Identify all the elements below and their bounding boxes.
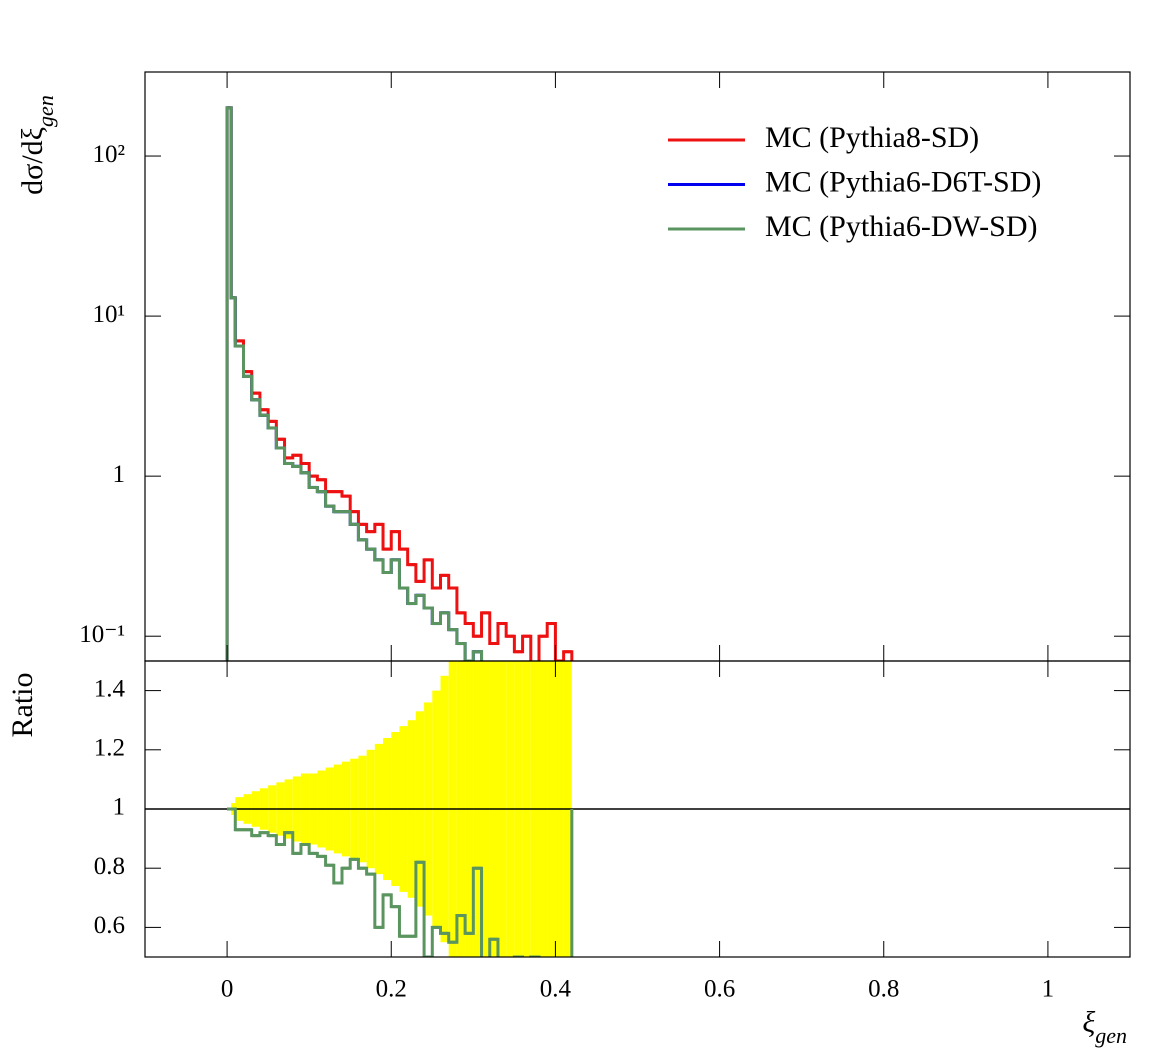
x-tick-label: 0.8 xyxy=(868,976,899,1003)
legend-label: MC (Pythia6-D6T-SD) xyxy=(765,165,1041,198)
x-axis-label-main: ξ xyxy=(1082,1006,1095,1039)
x-tick-label: 0.2 xyxy=(376,976,407,1003)
y-tick-label: 10¹ xyxy=(93,301,126,328)
ratio-plot xyxy=(145,661,1130,957)
y-tick-label: 1 xyxy=(113,461,126,488)
legend-label: MC (Pythia6-DW-SD) xyxy=(765,210,1038,243)
y-tick-label: 1.2 xyxy=(94,735,125,762)
x-axis-label: ξgen xyxy=(1082,1006,1127,1048)
y-tick-label: 10² xyxy=(93,141,126,168)
x-tick-label: 1 xyxy=(1042,976,1055,1003)
y-tick-label: 10⁻¹ xyxy=(79,621,125,648)
y-axis-label: dσ/dξgen xyxy=(16,95,58,195)
x-tick-label: 0 xyxy=(221,976,234,1003)
y-tick-label: 1.4 xyxy=(94,675,126,702)
axes: 10² 10¹ 1 10⁻¹ MC (Pythia8-SD) MC (Pythia6-D6… xyxy=(79,72,1130,1003)
y-tick-label: 0.8 xyxy=(94,853,125,880)
ratio-frame xyxy=(144,660,1131,958)
x-axis-label-sub: gen xyxy=(1095,1023,1127,1048)
legend-label: MC (Pythia8-SD) xyxy=(765,121,979,154)
y-axis-label-sub: gen xyxy=(33,95,58,127)
main-plot xyxy=(225,106,574,661)
y-axis-label-main: dσ/dξ xyxy=(16,127,49,195)
main-frame xyxy=(144,71,1131,662)
x-tick-label: 0.4 xyxy=(540,976,572,1003)
ratio-axis-label: Ratio xyxy=(6,673,39,738)
step-connector xyxy=(227,807,574,957)
y-tick-label: 0.6 xyxy=(94,912,125,939)
y-tick-label: 1 xyxy=(113,794,126,821)
x-tick-label: 0.6 xyxy=(704,976,735,1003)
